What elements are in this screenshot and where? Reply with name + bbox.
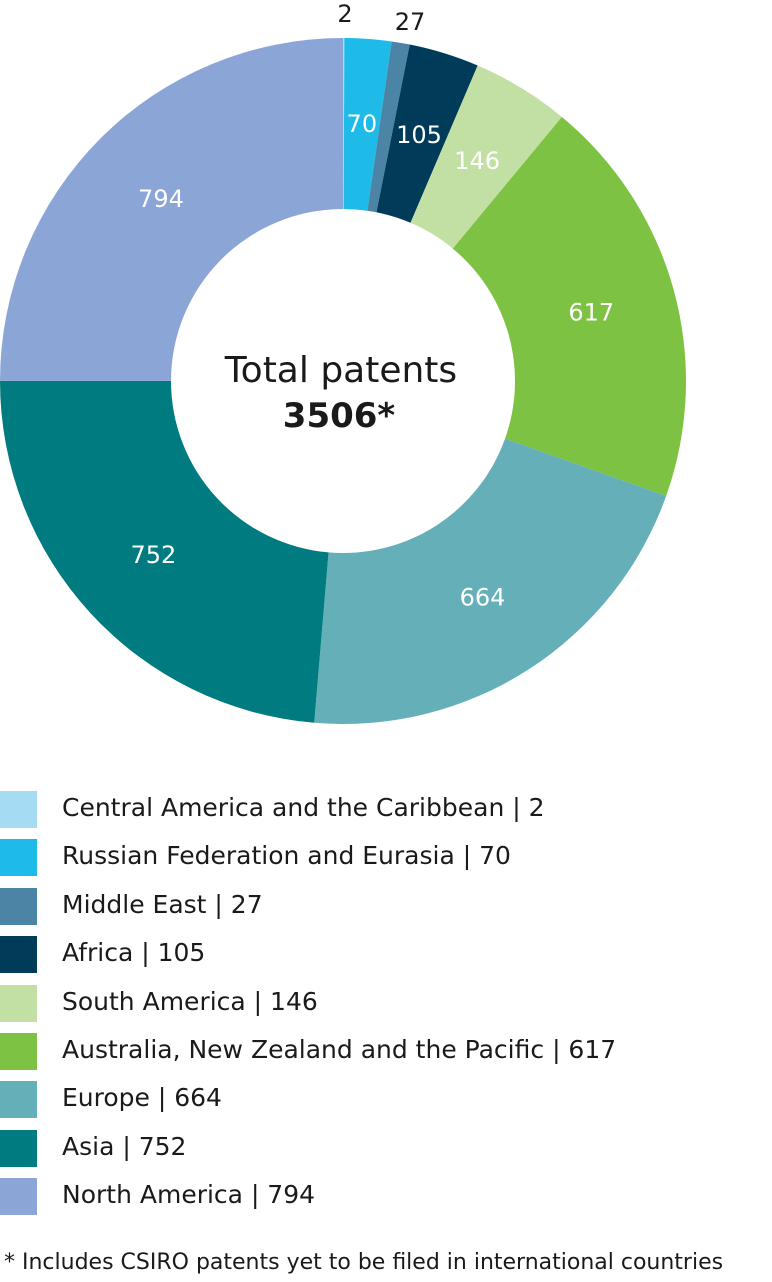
legend-swatch [0,1178,37,1216]
legend-item-australia-nz-pacific: Australia, New Zealand and the Pacific |… [0,1028,772,1076]
slice-value-labels: 2 70 27 105 146 617 664 752 794 [130,0,614,611]
slice-value-label-2: 27 [395,8,426,36]
legend-label: Asia | 752 [62,1131,187,1161]
legend-item-africa: Africa | 105 [0,931,772,979]
slice-value-label-7: 752 [130,541,176,569]
legend-label: Europe | 664 [62,1083,222,1113]
slice-value-label-1: 70 [347,110,378,138]
slice-value-label-5: 617 [568,299,614,327]
legend-swatch [0,984,37,1022]
legend-swatch [0,1129,37,1167]
legend-label: Middle East | 27 [62,889,263,919]
legend-label: Africa | 105 [62,938,206,968]
legend-swatch [0,1081,37,1119]
legend-item-russian-federation: Russian Federation and Eurasia | 70 [0,834,772,882]
slice-value-label-0: 2 [337,0,352,28]
slice-0 [343,38,345,210]
donut-slices [0,38,686,724]
slice-4 [410,65,562,249]
slice-6 [314,438,667,724]
slice-5 [452,116,686,496]
slice-8 [0,38,344,381]
legend-swatch [0,887,37,925]
slice-1 [343,38,392,211]
slice-7 [0,380,329,723]
center-total: 3506* [283,396,396,436]
slice-value-label-4: 146 [454,147,500,175]
footnote: * Includes CSIRO patents yet to be filed… [4,1250,724,1275]
legend-swatch [0,791,37,828]
legend-label: South America | 146 [62,986,318,1016]
legend-item-asia: Asia | 752 [0,1125,772,1173]
legend-item-north-america: North America | 794 [0,1173,772,1221]
legend-swatch [0,839,37,877]
legend-swatch [0,1032,37,1070]
legend-item-central-america: Central America and the Caribbean | 2 [0,786,772,834]
legend-item-europe: Europe | 664 [0,1076,772,1124]
legend-item-south-america: South America | 146 [0,980,772,1028]
legend-label: Australia, New Zealand and the Pacific |… [62,1034,617,1064]
legend-label: Central America and the Caribbean | 2 [62,793,545,822]
legend-label: North America | 794 [62,1180,316,1210]
legend-item-middle-east: Middle East | 27 [0,883,772,931]
slice-value-label-8: 794 [138,185,184,213]
slice-2 [367,41,410,213]
donut-chart: 2 70 27 105 146 617 664 752 794 Total patents 35… [0,0,686,724]
legend: Central America and the Caribbean | 2 Ru… [0,786,772,1222]
legend-swatch [0,936,37,974]
slice-value-label-6: 664 [460,583,506,611]
slice-3 [376,44,478,223]
center-title: Total patents [224,350,457,391]
slice-value-label-3: 105 [396,121,442,149]
legend-label: Russian Federation and Eurasia | 70 [62,841,511,871]
